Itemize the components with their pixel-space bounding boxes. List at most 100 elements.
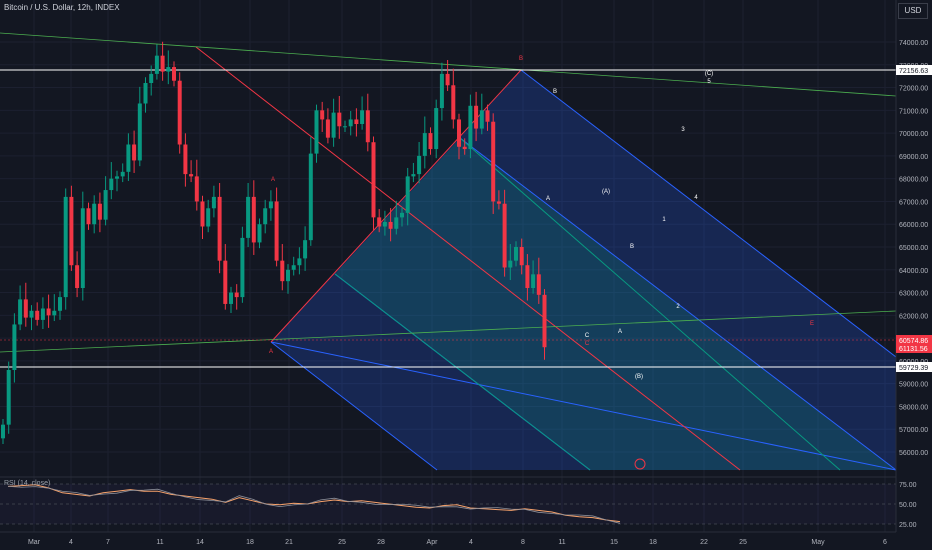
- candle-body: [92, 203, 97, 225]
- pitchfork-outer-fill: [271, 70, 896, 470]
- candle-body: [137, 103, 142, 161]
- candle-body: [428, 133, 433, 150]
- symbol-title[interactable]: Bitcoin / U.S. Dollar, 12h, INDEX: [4, 3, 120, 12]
- time-tick-label: 11: [156, 539, 163, 546]
- price-axis-bg: [896, 0, 932, 532]
- candle-body: [63, 196, 68, 298]
- time-axis[interactable]: Mar 4 7 11 14 18 21 25 28 Apr 4 8 11 15 18 22 25 May 6: [0, 531, 896, 546]
- wave-label: (B): [635, 374, 643, 380]
- price-tag: [896, 65, 932, 75]
- candle-body: [337, 112, 342, 127]
- wave-label: B: [630, 244, 634, 250]
- price-tick-label: 56000.00: [899, 450, 928, 457]
- candle-body: [462, 146, 467, 150]
- candle-body: [439, 73, 444, 109]
- wave-label: 2: [676, 304, 680, 310]
- candle-body: [29, 310, 34, 318]
- candle-body: [251, 196, 256, 243]
- candle-body: [40, 308, 45, 320]
- time-tick-label: 6: [883, 539, 887, 546]
- candle-body: [291, 265, 296, 270]
- price-tick-label: 70000.00: [899, 131, 928, 138]
- wave-label: A: [269, 349, 273, 355]
- candle-body: [280, 260, 285, 282]
- candle-body: [160, 55, 165, 72]
- candle-body: [405, 176, 410, 213]
- price-axis[interactable]: 56000.0057000.0058000.0059000.0060000.00…: [895, 0, 932, 532]
- candle-body: [286, 269, 290, 282]
- time-tick-label: 11: [558, 539, 565, 546]
- candle-body: [491, 121, 496, 202]
- price-tick-label: 57000.00: [899, 427, 928, 434]
- candle-body: [257, 224, 262, 243]
- candle-body: [274, 201, 279, 261]
- price-tag-label: 61131.56: [899, 346, 928, 353]
- currency-button[interactable]: USD: [898, 3, 928, 19]
- candle-body: [206, 208, 211, 227]
- time-tick-label: May: [811, 539, 825, 546]
- lightning-icon: [634, 458, 646, 470]
- candle-body: [23, 299, 28, 318]
- wave-label: B: [553, 89, 557, 95]
- time-tick-label: 8: [521, 539, 525, 546]
- candle-body: [200, 201, 205, 227]
- price-tick-label: 65000.00: [899, 245, 928, 252]
- candle-body: [474, 105, 479, 129]
- price-tag: [896, 335, 932, 345]
- candle-body: [177, 80, 182, 145]
- time-tick-label: 25: [338, 539, 346, 546]
- rsi-tick-label: 75.00: [899, 482, 917, 489]
- candle-body: [46, 308, 51, 316]
- wave-label: (C): [705, 71, 713, 77]
- candle-body: [325, 119, 330, 138]
- wave-labels: A A B B A (A) B CC A (B) (C) 5 3 4 1 2 E: [269, 56, 814, 470]
- price-tick-label: 64000.00: [899, 268, 928, 275]
- candle-body: [126, 144, 131, 172]
- candle-body: [217, 196, 222, 261]
- candle-body: [58, 297, 62, 311]
- time-tick-label: 21: [285, 539, 293, 546]
- candle-body: [468, 105, 473, 150]
- candle-body: [485, 110, 490, 122]
- price-tag-label: 72156.63: [899, 68, 928, 75]
- pitchfork-drawings[interactable]: [195, 46, 897, 471]
- candle-body: [240, 237, 245, 298]
- rsi-pane: [0, 476, 896, 525]
- candle-body: [348, 119, 353, 127]
- candle-body: [411, 174, 416, 177]
- price-tick-label: 63000.00: [899, 291, 928, 298]
- candle-body: [268, 201, 273, 209]
- pitchfork-inner-fill: [335, 138, 896, 470]
- price-tick-label: 66000.00: [899, 222, 928, 229]
- candle-body: [52, 310, 57, 316]
- wave-label: A: [546, 196, 550, 202]
- candle-body: [103, 190, 108, 220]
- pitchfork-median: [334, 273, 591, 471]
- time-tick-label: 14: [196, 539, 204, 546]
- candle-body: [360, 110, 365, 124]
- price-tag: [896, 362, 932, 372]
- candle-body: [519, 247, 524, 266]
- time-tick-label: 22: [700, 539, 708, 546]
- candle-body: [354, 119, 359, 124]
- rsi-label: RSI (14, close): [4, 480, 51, 487]
- wave-label: 3: [681, 127, 685, 133]
- price-tag: [896, 343, 932, 353]
- candle-body: [417, 155, 422, 175]
- candle-body: [246, 196, 251, 238]
- candle-body: [80, 208, 85, 288]
- candle-body: [263, 208, 268, 225]
- wave-label: E: [810, 321, 814, 327]
- candle-body: [223, 260, 228, 304]
- candle-body: [451, 85, 456, 120]
- time-tick-label: 15: [610, 539, 618, 546]
- candle-body: [331, 112, 336, 138]
- candle-body: [109, 178, 114, 191]
- candle-body: [382, 221, 387, 227]
- candle-body: [457, 119, 461, 147]
- rsi-tick-label: 50.00: [899, 502, 917, 509]
- candle-body: [514, 247, 518, 261]
- candle-body: [132, 144, 137, 161]
